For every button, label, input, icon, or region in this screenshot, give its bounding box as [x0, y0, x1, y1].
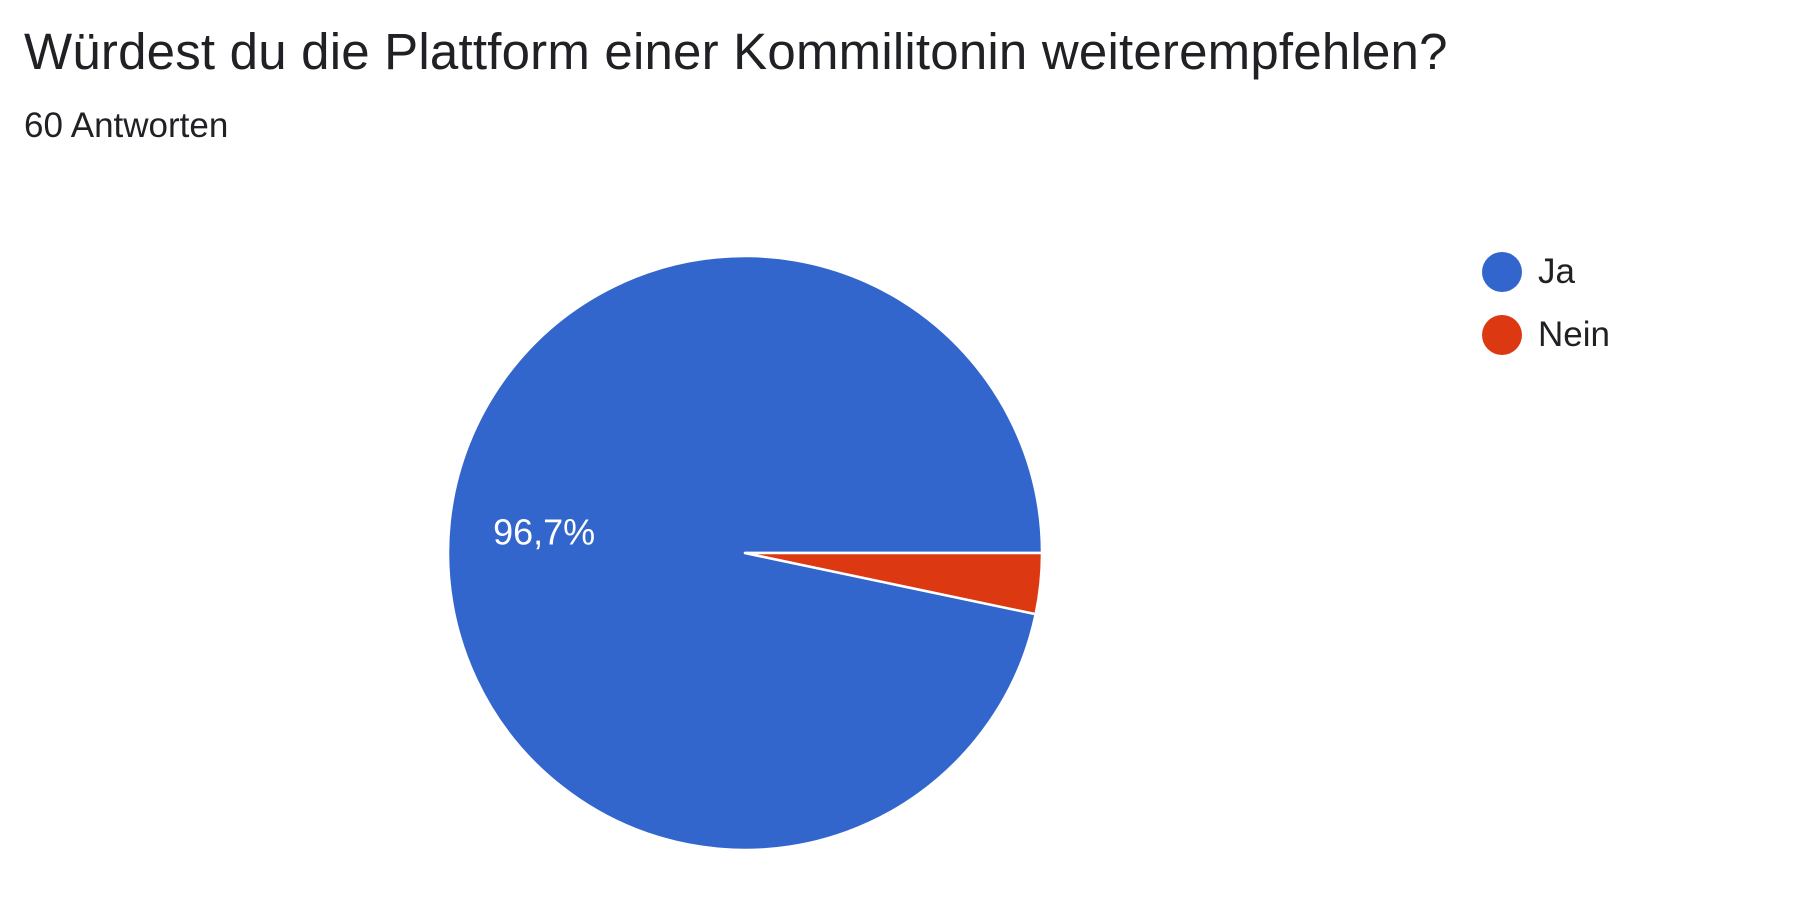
- legend-label-ja: Ja: [1538, 252, 1575, 291]
- slice-label-ja: 96,7%: [493, 512, 595, 553]
- legend-swatch-ja: [1482, 252, 1522, 292]
- legend-swatch-nein: [1482, 315, 1522, 355]
- pie-slice-nein[interactable]: [743, 551, 1044, 616]
- legend-label-nein: Nein: [1538, 315, 1610, 354]
- legend-item-nein[interactable]: Nein: [1482, 315, 1610, 355]
- legend: Ja Nein: [1482, 252, 1610, 378]
- chart-title: Würdest du die Plattform einer Kommilito…: [24, 23, 1448, 80]
- legend-item-ja[interactable]: Ja: [1482, 252, 1610, 292]
- response-count: 60 Antworten: [24, 106, 229, 145]
